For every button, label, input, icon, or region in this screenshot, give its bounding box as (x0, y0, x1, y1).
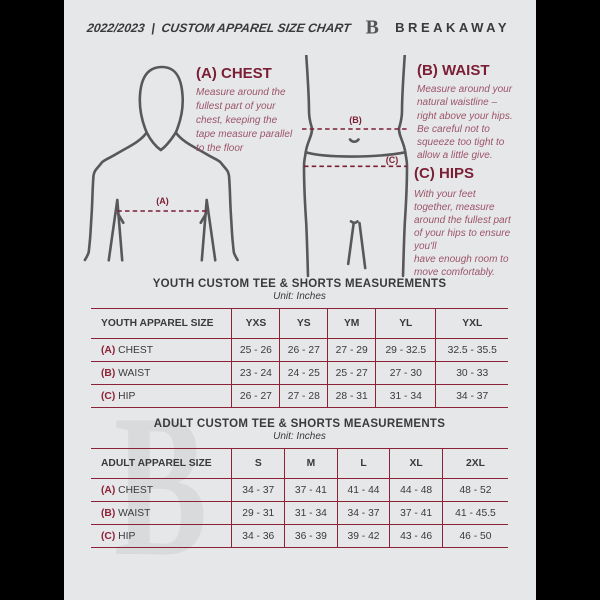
svg-text:(B): (B) (349, 115, 362, 125)
svg-text:(A): (A) (156, 196, 169, 206)
svg-text:(C): (C) (386, 155, 399, 165)
svg-text:B: B (366, 17, 379, 39)
